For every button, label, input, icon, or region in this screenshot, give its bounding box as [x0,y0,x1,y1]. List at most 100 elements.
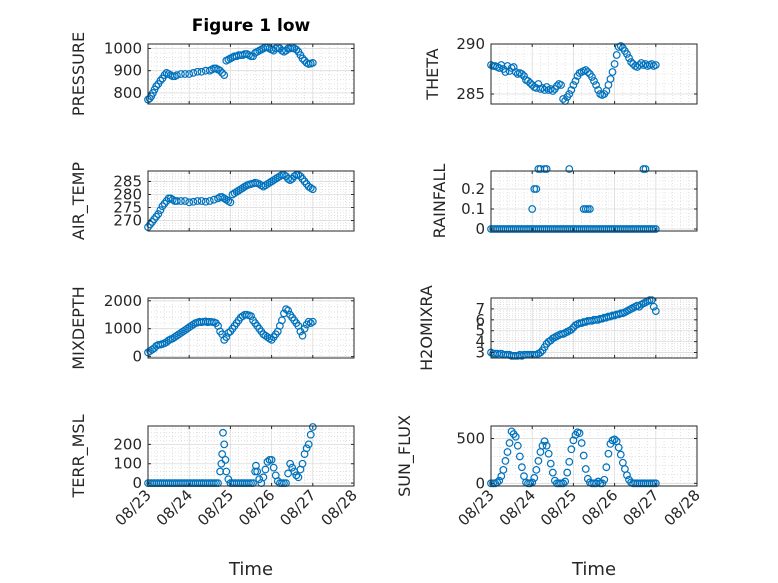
data-point [548,87,557,95]
x-axis-label-right: Time [571,559,616,580]
data-point [585,205,594,213]
data-point [259,473,268,482]
data-point [559,479,567,488]
plot-area [148,171,354,231]
data-point [306,319,315,328]
data-point [553,82,561,90]
data-point [505,439,514,447]
axes-frame [147,425,355,487]
data-point [565,457,574,466]
y-tick-label: 100 [113,455,142,473]
y-tick-label: 275 [113,199,142,217]
data-point [205,197,214,205]
data-point [581,66,590,74]
y-axis-label: TERR_MSL [69,414,89,498]
data-point [612,51,621,59]
data-point [542,165,551,173]
data-point [610,60,619,68]
data-point [594,86,603,94]
data-point [308,423,317,431]
y-tick-label: 200 [113,435,142,453]
data-point [518,463,526,472]
y-tick-label: 900 [113,62,142,80]
data-point [651,61,660,69]
y-tick-label: 3 [475,344,485,362]
axes-frame [490,170,698,232]
data-point [247,312,255,321]
data-point [536,348,545,357]
data-point [197,67,206,76]
data-point [189,320,198,329]
data-point [548,468,557,477]
data-point [219,428,227,437]
data-point [563,468,572,477]
data-point [172,71,181,80]
data-point [649,302,658,311]
data-point [292,45,301,54]
data-point [538,441,547,450]
data-point [567,325,576,334]
data-point [189,68,198,77]
data-point [651,479,660,488]
data-series [144,171,317,231]
data-point [561,477,570,486]
y-tick-label: 800 [113,84,142,102]
data-point [651,307,660,315]
data-point [288,463,297,472]
data-series [487,296,660,360]
data-series [487,165,660,233]
data-point [540,437,549,446]
data-point [616,450,625,459]
data-point [308,317,317,326]
data-point [581,465,590,473]
data-point [559,95,567,103]
data-point [495,476,504,485]
major-grid [148,44,354,104]
data-point [221,455,230,464]
data-point [590,77,598,85]
y-tick-label: 5 [475,322,485,340]
data-point [292,471,301,480]
data-point [216,66,225,75]
y-tick-label: 290 [456,35,485,53]
data-point [282,305,290,314]
data-point [579,451,588,460]
data-point [606,75,615,83]
subplot-1: 800 900 1000 PRESSURE [69,32,355,116]
data-point [532,465,541,474]
data-point [565,90,574,98]
data-point [220,440,229,449]
data-point [511,432,520,441]
data-point [185,198,194,207]
data-point [625,54,633,62]
data-point [557,81,565,89]
data-point [269,463,278,472]
data-point [267,455,276,464]
data-point [278,316,286,325]
data-point [302,444,311,453]
y-tick-label: 0.1 [461,200,485,218]
data-point [546,459,555,468]
data-point [651,225,660,233]
data-point [503,448,512,456]
data-point [513,441,522,450]
data-point [255,475,264,484]
y-axis-label: PRESSURE [69,32,88,116]
y-tick-label: 0 [132,348,142,366]
data-point [518,70,526,78]
y-axis-label: RAINFALL [430,164,449,239]
y-axis-label: THETA [423,48,442,100]
data-point [641,165,650,173]
data-point [145,94,154,103]
data-point [304,317,313,326]
y-tick-label: 0.2 [461,180,485,198]
data-point [218,68,227,77]
y-tick-label: 280 [113,185,142,203]
data-point [263,457,272,466]
y-tick-label: 4 [475,333,485,351]
y-axis-label: SUN_FLUX [395,415,415,497]
y-tick-label: 270 [113,212,142,230]
data-point [647,60,656,68]
